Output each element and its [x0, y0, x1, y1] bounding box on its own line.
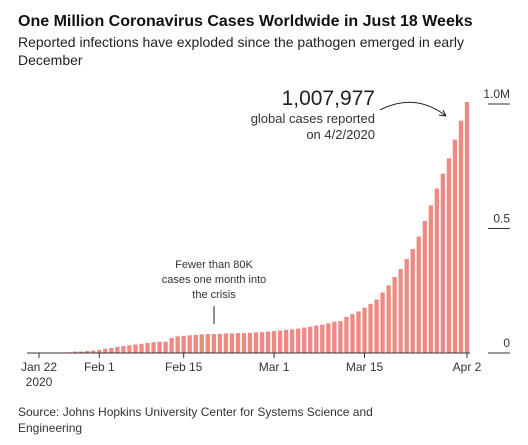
- x-year-label: 2020: [26, 375, 53, 389]
- bar: [302, 327, 307, 353]
- bar: [350, 314, 355, 353]
- bar: [362, 307, 367, 353]
- bar: [145, 343, 150, 353]
- source: Source: Johns Hopkins University Center …: [18, 405, 373, 419]
- bar: [79, 351, 84, 353]
- bar: [73, 351, 78, 353]
- bar: [253, 332, 259, 353]
- bar: [133, 344, 138, 353]
- bar: [199, 334, 204, 353]
- bar: [283, 329, 289, 353]
- bar: [121, 346, 126, 353]
- bar: [368, 303, 373, 353]
- bar: [127, 345, 132, 353]
- arrowhead: [438, 109, 447, 117]
- bar: [109, 348, 114, 353]
- bar: [259, 332, 265, 353]
- bar: [235, 333, 241, 353]
- bar: [290, 329, 295, 353]
- y-tick-label: 1.0M: [483, 87, 510, 101]
- bar: [452, 139, 458, 353]
- bar: [380, 292, 385, 353]
- bar: [85, 351, 90, 353]
- bar: [229, 333, 235, 353]
- bar: [151, 342, 156, 353]
- bar: [314, 325, 319, 353]
- chart-title: One Million Coronavirus Cases Worldwide …: [18, 13, 473, 30]
- bar: [163, 341, 168, 353]
- bar: [139, 343, 144, 353]
- bar: [169, 338, 174, 353]
- bar: [422, 221, 427, 353]
- annotation: Fewer than 80K: [175, 259, 253, 271]
- bar: [157, 341, 162, 353]
- bar: [464, 102, 470, 354]
- bar: [320, 324, 325, 353]
- y-tick-label: 0: [503, 336, 510, 350]
- source: Engineering: [18, 421, 82, 435]
- annotation: cases one month into: [162, 274, 267, 286]
- bar: [386, 285, 391, 353]
- annotation-value: 1,007,977: [282, 87, 375, 110]
- annotation: on 4/2/2020: [306, 127, 375, 142]
- bar: [241, 333, 247, 353]
- x-tick-label: Apr 2: [453, 360, 482, 374]
- bar: [446, 158, 452, 353]
- bar: [344, 316, 349, 353]
- bar: [410, 248, 415, 353]
- bar: [308, 326, 313, 353]
- bar: [296, 328, 301, 353]
- annotation: the crisis: [192, 289, 236, 301]
- bar: [277, 330, 283, 353]
- x-tick-label: Feb 1: [84, 360, 115, 374]
- bar: [91, 350, 96, 353]
- x-tick-label: Jan 22: [21, 360, 57, 374]
- bar: [223, 333, 229, 353]
- x-tick-label: Mar 1: [259, 360, 290, 374]
- bar: [211, 334, 216, 353]
- bar: [217, 333, 223, 353]
- bar: [374, 299, 379, 353]
- bar: [103, 348, 108, 353]
- bar: [440, 173, 446, 353]
- x-tick-label: Mar 15: [346, 360, 384, 374]
- bar: [187, 335, 192, 353]
- bar: [356, 311, 361, 353]
- bar: [434, 188, 440, 353]
- bar: [193, 334, 198, 353]
- bar: [338, 321, 343, 353]
- bar: [458, 120, 464, 353]
- bar: [428, 205, 433, 353]
- bar: [416, 236, 421, 353]
- bar: [205, 334, 210, 353]
- bar: [181, 335, 186, 353]
- bar: [392, 277, 397, 353]
- bar: [398, 269, 403, 353]
- subtitle: Reported infections have exploded since …: [18, 34, 464, 50]
- bar: [175, 336, 180, 353]
- bar: [265, 331, 271, 353]
- bar: [332, 321, 337, 353]
- bar: [271, 331, 277, 353]
- y-tick-label: 0.5: [493, 212, 510, 226]
- bar: [247, 332, 253, 353]
- bar: [97, 350, 102, 353]
- x-tick-label: Feb 15: [165, 360, 203, 374]
- annotation-arrow: [379, 101, 447, 117]
- annotation: global cases reported: [251, 111, 375, 126]
- subtitle: December: [18, 52, 83, 68]
- bar: [326, 323, 331, 353]
- bar: [115, 347, 120, 353]
- bar: [404, 258, 409, 353]
